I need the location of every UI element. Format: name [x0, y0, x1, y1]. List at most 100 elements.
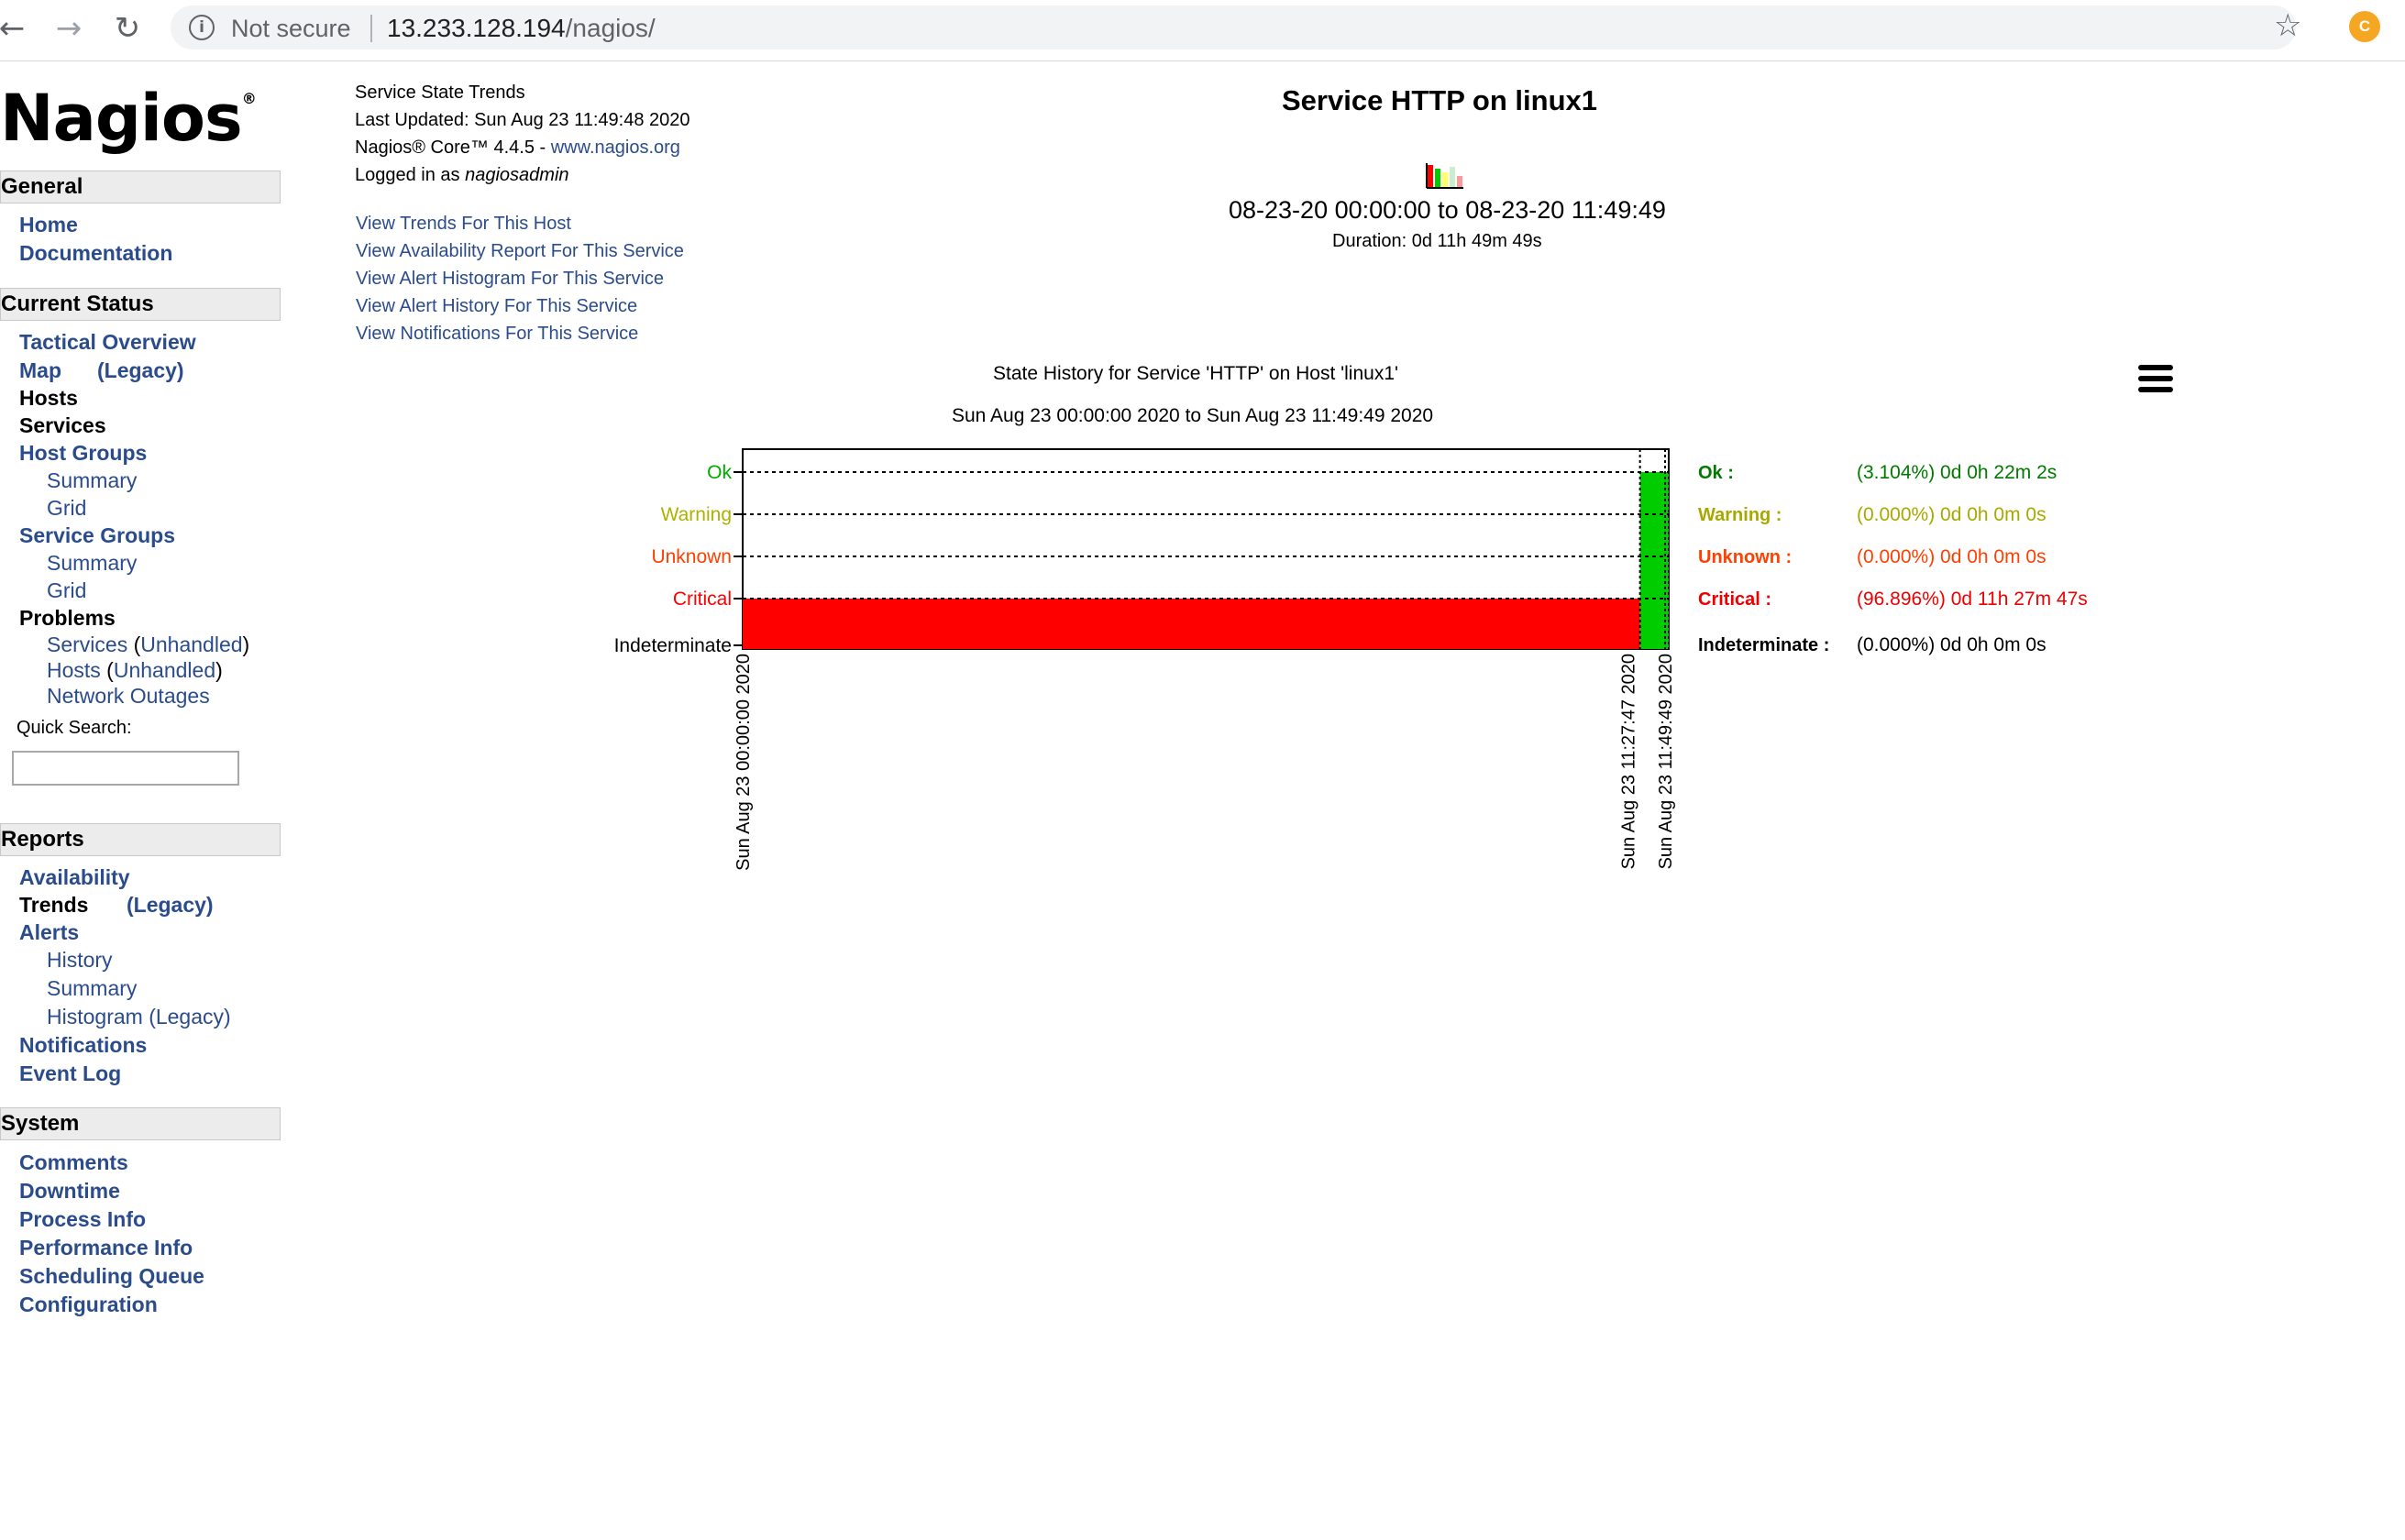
link-availability-report[interactable]: View Availability Report For This Servic… — [356, 241, 684, 261]
state-label-ok: Ok — [707, 462, 732, 483]
sidebar-item-home[interactable]: Home — [19, 213, 78, 236]
problems-hosts-unhandled-link[interactable]: Unhandled — [113, 658, 216, 682]
sidebar-item-alerts-histogram[interactable]: Histogram (Legacy) — [47, 1005, 231, 1028]
link-alert-history[interactable]: View Alert History For This Service — [356, 296, 638, 316]
legend-label: Critical : — [1698, 589, 1772, 610]
sidebar-item-host-groups[interactable]: Host Groups — [19, 441, 148, 465]
address-bar[interactable]: i Not secure 13.233.128.194/nagios/ — [171, 6, 2296, 50]
state-segment-critical — [743, 599, 1640, 649]
legend-label: Warning : — [1698, 505, 1782, 525]
chart-title: State History for Service 'HTTP' on Host… — [993, 363, 1399, 384]
sidebar-item-problems[interactable]: Problems — [19, 606, 116, 630]
problems-services-link[interactable]: Services — [47, 632, 128, 656]
forward-arrow-icon[interactable]: → — [55, 10, 83, 47]
sidebar-item-host-groups-summary[interactable]: Summary — [47, 468, 138, 492]
quick-search-input[interactable] — [12, 751, 239, 786]
chart-subtitle: Sun Aug 23 00:00:00 2020 to Sun Aug 23 1… — [952, 405, 1434, 426]
link-view-trends-host[interactable]: View Trends For This Host — [356, 214, 571, 234]
x-tick-label: Sun Aug 23 00:00:00 2020 — [734, 654, 754, 871]
sidebar-item-configuration[interactable]: Configuration — [19, 1292, 158, 1316]
address-separator — [370, 15, 372, 42]
report-name: Service State Trends — [355, 82, 525, 103]
paren-close: ) — [242, 632, 250, 656]
state-label-indeterminate: Indeterminate — [614, 635, 732, 656]
extension-icon[interactable]: C — [2349, 11, 2380, 42]
logged-in-user: nagiosadmin — [465, 165, 569, 185]
sidebar-item-services[interactable]: Services — [19, 413, 106, 437]
link-alert-histogram[interactable]: View Alert Histogram For This Service — [356, 269, 665, 289]
url-text[interactable]: 13.233.128.194/nagios/ — [387, 14, 656, 43]
nagios-logo[interactable]: Nagios® — [0, 81, 257, 156]
problems-hosts-link[interactable]: Hosts — [47, 658, 101, 682]
x-tick-label: Sun Aug 23 11:27:47 2020 — [1619, 654, 1639, 869]
browser-toolbar: ← → ↻ i Not secure 13.233.128.194/nagios… — [0, 0, 2405, 61]
legend-value: (0.000%) 0d 0h 0m 0s — [1857, 634, 2046, 655]
legend-label: Ok : — [1698, 463, 1734, 483]
security-label: Not secure — [231, 15, 351, 42]
sidebar-item-problems-services: Services (Unhandled) — [47, 632, 249, 657]
legend-value: (0.000%) 0d 0h 0m 0s — [1857, 546, 2046, 567]
sidebar-item-alerts[interactable]: Alerts — [19, 920, 80, 944]
state-history-chart: OkWarningUnknownCriticalIndeterminateSun… — [614, 448, 1676, 871]
bookmark-star-icon[interactable]: ☆ — [2274, 7, 2302, 44]
logo-registered-mark: ® — [241, 90, 257, 107]
section-system-heading: System — [0, 1107, 281, 1140]
nagios-org-link[interactable]: www.nagios.org — [550, 138, 680, 158]
link-notifications[interactable]: View Notifications For This Service — [356, 324, 639, 344]
sidebar-item-service-groups[interactable]: Service Groups — [19, 523, 176, 547]
section-reports-heading: Reports — [0, 823, 281, 856]
legend-label: Indeterminate : — [1698, 635, 1830, 655]
section-current-status-heading: Current Status — [0, 288, 281, 321]
last-updated: Last Updated: Sun Aug 23 11:49:48 2020 — [355, 110, 690, 130]
sidebar-item-tactical-overview[interactable]: Tactical Overview — [19, 330, 196, 354]
url-host: 13.233.128.194 — [387, 14, 566, 42]
sidebar-item-host-groups-grid[interactable]: Grid — [47, 496, 87, 520]
paren-close: ) — [215, 658, 223, 682]
sidebar-item-event-log[interactable]: Event Log — [19, 1062, 122, 1085]
sidebar-item-availability[interactable]: Availability — [19, 865, 130, 889]
logged-in-line: Logged in as nagiosadmin — [355, 165, 569, 186]
sidebar-item-alerts-history[interactable]: History — [47, 948, 113, 972]
trends-icon — [1426, 163, 1463, 189]
sidebar-item-performance-info[interactable]: Performance Info — [19, 1236, 193, 1260]
core-version-line: Nagios® Core™ 4.4.5 - www.nagios.org — [355, 138, 680, 159]
paren-open: ( — [100, 658, 114, 682]
menu-icon[interactable] — [2138, 365, 2173, 392]
legend-value: (96.896%) 0d 11h 27m 47s — [1857, 588, 2088, 610]
logged-in-prefix: Logged in as — [355, 165, 466, 185]
sidebar-item-comments[interactable]: Comments — [19, 1150, 128, 1174]
sidebar-item-alerts-summary[interactable]: Summary — [47, 976, 138, 1000]
sidebar-item-map-legacy[interactable]: (Legacy) — [97, 358, 184, 382]
legend-value: (3.104%) 0d 0h 22m 2s — [1857, 462, 2057, 483]
back-arrow-icon[interactable]: ← — [0, 10, 26, 47]
x-tick-label: Sun Aug 23 11:49:49 2020 — [1656, 654, 1676, 869]
sidebar-item-service-groups-summary[interactable]: Summary — [47, 551, 138, 575]
sidebar-item-map[interactable]: Map — [19, 358, 61, 382]
state-label-unknown: Unknown — [651, 546, 732, 567]
problems-services-unhandled-link[interactable]: Unhandled — [140, 632, 243, 656]
report-duration: Duration: 0d 11h 49m 49s — [1332, 231, 1542, 251]
sidebar-item-documentation[interactable]: Documentation — [19, 241, 173, 265]
report-range: 08-23-20 00:00:00 to 08-23-20 11:49:49 — [1229, 196, 1666, 224]
section-general-heading: General — [0, 170, 281, 204]
reload-icon[interactable]: ↻ — [114, 10, 141, 47]
sidebar-item-service-groups-grid[interactable]: Grid — [47, 578, 87, 602]
url-path: /nagios/ — [565, 14, 656, 42]
sidebar-item-process-info[interactable]: Process Info — [19, 1207, 147, 1231]
state-segment-ok — [1639, 472, 1669, 649]
legend-value: (0.000%) 0d 0h 0m 0s — [1857, 504, 2046, 525]
sidebar-item-trends-legacy[interactable]: (Legacy) — [127, 893, 214, 917]
info-icon[interactable]: i — [189, 15, 215, 40]
sidebar-item-network-outages[interactable]: Network Outages — [47, 684, 210, 708]
quick-search-label: Quick Search: — [17, 718, 132, 738]
sidebar-item-trends[interactable]: Trends — [19, 893, 89, 917]
sidebar-item-problems-hosts: Hosts (Unhandled) — [47, 658, 223, 683]
sidebar-item-scheduling-queue[interactable]: Scheduling Queue — [19, 1264, 204, 1288]
sidebar-item-downtime[interactable]: Downtime — [19, 1179, 120, 1203]
page-title: Service HTTP on linux1 — [1282, 84, 1597, 116]
paren-open: ( — [127, 632, 141, 656]
sidebar-item-hosts[interactable]: Hosts — [19, 386, 78, 410]
sidebar-item-notifications[interactable]: Notifications — [19, 1033, 148, 1057]
logo-text: Nagios — [0, 81, 243, 156]
legend-label: Unknown : — [1698, 547, 1793, 567]
